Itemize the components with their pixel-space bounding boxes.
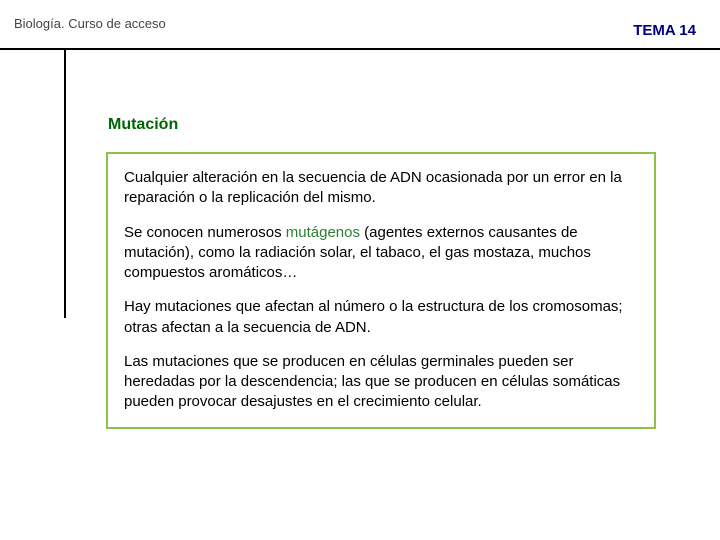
- header-horizontal-rule: [0, 48, 720, 50]
- content-paragraph: Hay mutaciones que afectan al número o l…: [124, 297, 638, 338]
- content-paragraph: Las mutaciones que se producen en célula…: [124, 352, 638, 413]
- content-box: Cualquier alteración en la secuencia de …: [106, 152, 656, 429]
- text-run: Hay mutaciones que afectan al número o l…: [124, 298, 623, 335]
- slide-root: Biología. Curso de acceso TEMA 14 Mutaci…: [0, 0, 720, 540]
- keyword: mutágenos: [286, 224, 360, 241]
- text-run: Cualquier alteración en la secuencia de …: [124, 169, 622, 206]
- course-label: Biología. Curso de acceso: [14, 16, 166, 31]
- topic-label: TEMA 14: [633, 22, 696, 39]
- text-run: Las mutaciones que se producen en célula…: [124, 353, 620, 411]
- section-heading-text: Mutación: [108, 116, 178, 133]
- content-paragraph: Cualquier alteración en la secuencia de …: [124, 168, 638, 209]
- section-heading: Mutación: [108, 116, 178, 134]
- text-run: Se conocen numerosos: [124, 224, 286, 241]
- content-paragraph: Se conocen numerosos mutágenos (agentes …: [124, 223, 638, 284]
- left-vertical-rule: [64, 48, 66, 318]
